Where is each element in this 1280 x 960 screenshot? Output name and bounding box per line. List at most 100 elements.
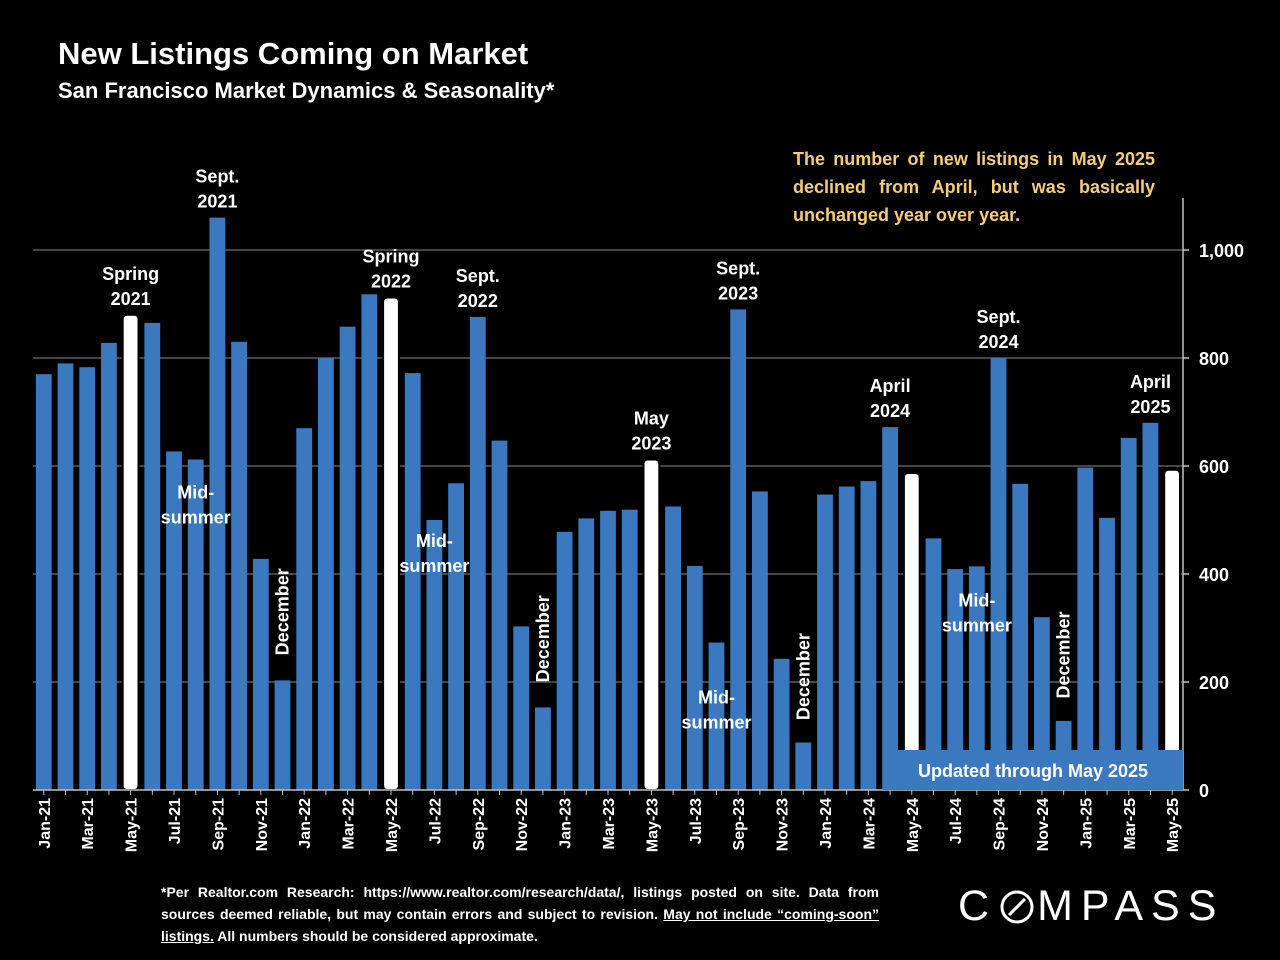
x-tick-label: May-21 (124, 798, 141, 852)
bar-mar-22 (339, 326, 356, 790)
season-label: December (1054, 611, 1074, 698)
bar-dec-21 (274, 680, 291, 790)
inner-labels: Mid-summer December Mid-summer December Mid-… (161, 482, 1074, 732)
footnote-underlined: May not include “coming-soon” listings. (161, 906, 879, 944)
updated-badge-bg (883, 750, 1183, 790)
bars (35, 217, 1181, 791)
bar-dec-23 (795, 742, 812, 790)
logo-text-start: C (958, 882, 998, 930)
annotations: Spring 2021 Sept. 2021 Spring 2022 Sept. 2022 Ma… (102, 167, 1171, 454)
bar-may-22 (382, 296, 400, 791)
bar-may-23 (642, 458, 661, 791)
bar-sep-22 (469, 317, 486, 790)
updated-badge-text: Updated through May 2025 (918, 761, 1148, 781)
compass-logo: C MPASS (958, 882, 1224, 931)
bar-mar-21 (79, 367, 96, 790)
x-tick-label: Nov-22 (514, 798, 531, 851)
bar-jan-25 (1077, 467, 1094, 790)
season-label: Mid- (177, 482, 214, 502)
bar-sep-23 (730, 309, 747, 790)
annotation-label: April (1130, 372, 1171, 392)
annotation-label: 2025 (1130, 397, 1170, 417)
footnote-text-end: All numbers should be considered approxi… (213, 928, 538, 944)
bar-sep-21 (209, 217, 226, 791)
bar-feb-21 (57, 363, 74, 790)
annotation-label: Sept. (456, 266, 500, 286)
logo-text-end: MPASS (1037, 882, 1225, 930)
annotation-label: 2023 (631, 434, 671, 454)
x-tick-label: Mar-25 (1122, 798, 1139, 850)
x-tick-label: May-23 (644, 798, 661, 852)
annotation-label: 2024 (870, 401, 910, 421)
x-tick-label: Nov-24 (1035, 798, 1052, 851)
x-tick-label: Jan-23 (558, 798, 575, 849)
x-tick-label: Mar-22 (341, 798, 358, 850)
x-tick-label: Jul-21 (167, 798, 184, 844)
chart-title: New Listings Coming on Market (58, 36, 529, 71)
x-tick-label: Jul-24 (948, 798, 965, 844)
x-tick-label: Jul-23 (688, 798, 705, 844)
bar-jan-21 (35, 374, 52, 790)
bar-feb-25 (1099, 517, 1115, 790)
bar-jul-24 (947, 569, 964, 790)
x-tick-label: Jan-22 (297, 798, 314, 849)
x-tick-label: May-22 (384, 798, 401, 852)
footnote: *Per Realtor.com Research: https://www.r… (161, 881, 879, 947)
annotation-label: Sept. (977, 307, 1021, 327)
y-tick-label: 400 (1199, 565, 1229, 585)
bar-apr-21 (101, 342, 117, 790)
callout-note: The number of new listings in May 2025 d… (793, 149, 1155, 225)
bar-oct-23 (752, 491, 768, 790)
y-tick-label: 200 (1199, 673, 1229, 693)
bar-aug-23 (708, 642, 725, 790)
x-tick-label: Sep-22 (471, 798, 488, 851)
x-tick-label: May-25 (1165, 798, 1182, 852)
x-tick-label: Mar-23 (601, 798, 618, 850)
annotation-label: Sept. (716, 258, 760, 278)
bar-mar-23 (600, 510, 616, 790)
footnote-text: *Per Realtor.com Research: https://www.r… (161, 884, 879, 922)
annotation-label: Sept. (195, 167, 239, 187)
bar-may-21 (121, 313, 140, 791)
bar-may-24 (902, 472, 921, 791)
annotation-label: 2023 (718, 283, 758, 303)
bar-jul-23 (686, 565, 703, 790)
x-tick-label: Mar-24 (861, 798, 878, 850)
bar-sep-24 (990, 358, 1007, 790)
bar-mar-25 (1120, 437, 1137, 790)
x-tick-label: Sep-21 (210, 798, 227, 851)
bar-feb-24 (838, 486, 855, 790)
season-label: Mid- (416, 531, 453, 551)
axes: 0 200 400 600 800 1,000 Jan-21 Mar-21 May-21 Jul-… (33, 198, 1244, 852)
annotation-label: May (634, 409, 669, 429)
y-tick-label: 1,000 (1199, 241, 1244, 261)
season-label: summer (161, 507, 231, 527)
bar-jun-24 (925, 538, 942, 790)
bar-apr-22 (361, 294, 378, 790)
x-tick-label: Nov-21 (254, 798, 271, 851)
bar-jul-21 (166, 451, 182, 790)
bar-nov-21 (252, 558, 269, 790)
bar-jan-22 (296, 428, 313, 790)
x-tick-label: Jul-22 (427, 798, 444, 844)
x-tick-label: Jan-25 (1078, 798, 1095, 849)
x-tick-label: May-24 (905, 798, 922, 852)
x-tick-label: Sep-23 (731, 798, 748, 851)
chart-subtitle: San Francisco Market Dynamics & Seasonal… (58, 78, 555, 103)
x-tick-label: Jan-21 (37, 798, 54, 849)
bar-apr-23 (621, 509, 638, 790)
season-label: Mid- (698, 688, 735, 708)
annotation-label: Spring (363, 247, 420, 267)
season-label: December (793, 633, 813, 720)
season-label: summer (399, 556, 469, 576)
bar-feb-22 (318, 358, 334, 790)
y-tick-label: 0 (1199, 781, 1209, 801)
annotation-label: April (870, 376, 911, 396)
bar-apr-25 (1142, 422, 1159, 790)
bar-aug-21 (187, 459, 204, 790)
bar-may-25 (1163, 468, 1181, 791)
bar-oct-24 (1012, 483, 1029, 790)
bar-jan-23 (556, 531, 573, 790)
x-tick-label: Sep-24 (992, 798, 1009, 851)
season-label: summer (681, 713, 751, 733)
